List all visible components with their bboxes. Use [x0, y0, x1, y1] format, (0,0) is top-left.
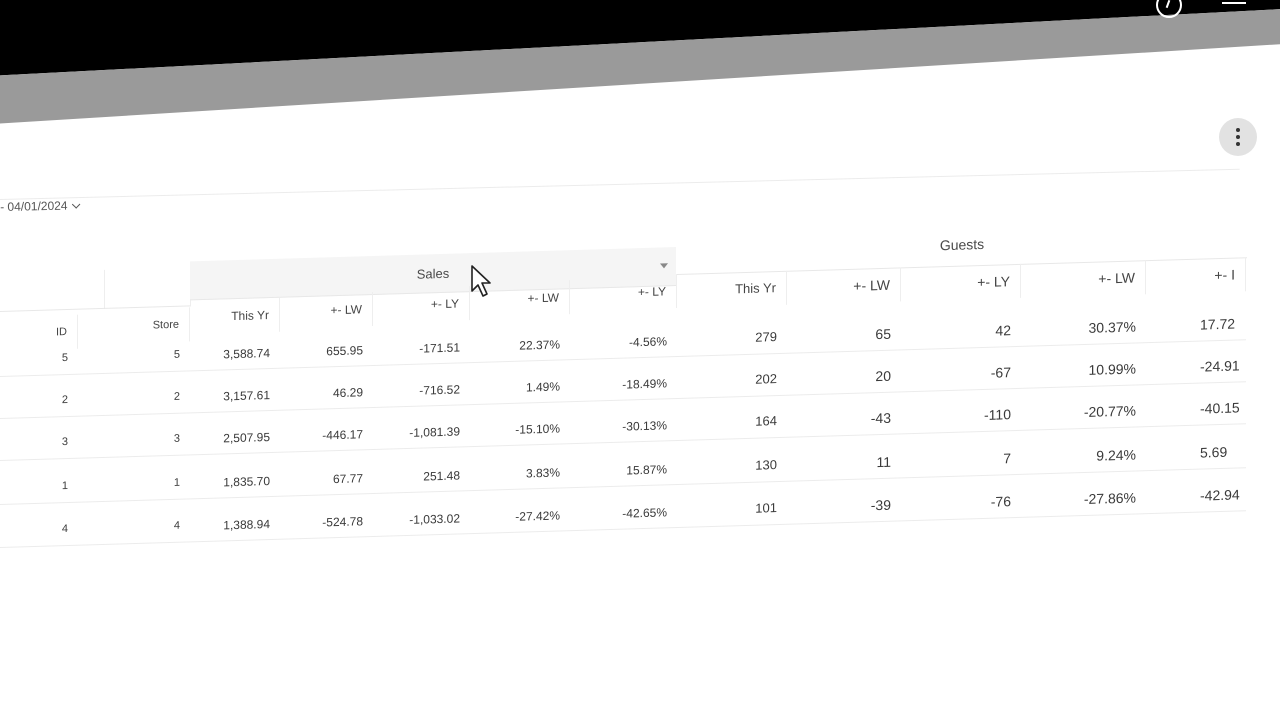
table-cell-col-guests-lw: 20	[875, 367, 891, 385]
table-cell-col-sales-lw: -524.78	[322, 514, 363, 530]
column-header-col-sales-this-yr[interactable]: This Yr	[190, 297, 280, 335]
table-cell-col-store: 4	[173, 519, 180, 532]
table-cell-col-store: 1	[173, 476, 180, 489]
table-cell-col-sales-ly: -716.52	[419, 382, 460, 398]
table-cell-col-guests-lw: -39	[870, 496, 891, 514]
table-cell-col-sales-lw-pct: -15.10%	[515, 421, 560, 437]
table-cell-col-guests-ly: -76	[990, 493, 1011, 510]
table-cell-col-sales-ly-pct: -30.13%	[622, 418, 667, 434]
table-cell-col-guests-lw-pct: -27.86%	[1083, 489, 1136, 508]
table-cell-col-guests-lw: 65	[875, 325, 891, 343]
table-cell-col-guests-this-yr: 279	[755, 329, 777, 345]
column-header-col-guests-this-yr[interactable]: This Yr	[677, 270, 787, 309]
table-cell-col-sales-ly: -1,081.39	[409, 424, 460, 440]
column-header-col-id[interactable]: ID	[0, 314, 78, 351]
group-header-blank	[104, 267, 191, 309]
menu-icon[interactable]	[1222, 0, 1246, 4]
table-cell-col-guests-this-yr: 202	[755, 371, 777, 387]
table-cell-col-guests-ly: -110	[984, 406, 1011, 423]
table-cell-col-id: 4	[61, 522, 68, 536]
table-cell-col-store: 5	[173, 348, 180, 361]
table-cell-col-sales-ly-pct: -4.56%	[628, 334, 667, 350]
table-cell-col-guests-this-yr: 130	[755, 457, 777, 473]
table-cell-col-sales-lw-pct: -27.42%	[515, 508, 560, 524]
table-cell-col-sales-ly: -1,033.02	[409, 511, 460, 527]
column-header-col-guests-ly[interactable]: +- LY	[901, 263, 1021, 302]
help-circle-icon[interactable]	[1156, 0, 1182, 18]
table-cell-col-sales-ly-pct: -42.65%	[622, 505, 667, 521]
table-cell-col-guests-this-yr: 101	[755, 500, 777, 516]
table-cell-col-guests-ly: 42	[995, 322, 1011, 339]
group-header-blank	[0, 269, 105, 312]
table-cell-col-guests-lw-pct: -20.77%	[1083, 402, 1136, 421]
table-cell-col-sales-this-yr: 3,588.74	[223, 346, 270, 362]
table-cell-col-guests-lw: 11	[876, 453, 891, 471]
more-options-button[interactable]	[1219, 118, 1257, 156]
table-cell-col-guests-ly-pct: 5.69	[1200, 443, 1228, 461]
table-cell-col-id: 1	[61, 479, 68, 493]
column-header-col-sales-ly-pct[interactable]: +- LY	[570, 274, 677, 312]
table-cell-col-sales-ly: 251.48	[423, 468, 460, 484]
column-header-col-guests-ly-pct[interactable]: +- I	[1146, 257, 1246, 295]
table-cell-col-sales-this-yr: 1,388.94	[223, 517, 270, 533]
table-cell-col-guests-lw: -43	[870, 409, 891, 427]
table-cell-col-sales-lw: 67.77	[332, 471, 363, 487]
table-cell-col-id: 3	[61, 435, 68, 449]
column-header-col-sales-lw[interactable]: +- LW	[280, 291, 373, 329]
table-cell-col-guests-lw-pct: 9.24%	[1096, 446, 1136, 464]
table-cell-col-store: 2	[173, 390, 180, 403]
table-cell-col-sales-this-yr: 1,835.70	[223, 474, 270, 490]
table-cell-col-id: 2	[61, 393, 68, 407]
table-cell-col-sales-lw: 46.29	[332, 385, 363, 401]
more-vertical-icon	[1236, 128, 1240, 132]
table-cell-col-sales-ly-pct: -18.49%	[622, 376, 667, 392]
table-cell-col-sales-ly-pct: 15.87%	[626, 462, 667, 478]
table-cell-col-guests-ly-pct: 17.72	[1200, 315, 1236, 333]
group-header-sales-label: Sales	[416, 265, 450, 282]
table-cell-col-sales-ly: -171.51	[419, 340, 460, 356]
table-cell-col-store: 3	[173, 432, 180, 445]
sort-caret-icon[interactable]	[660, 263, 668, 269]
column-header-col-guests-lw-pct[interactable]: +- LW	[1021, 260, 1146, 298]
table-cell-col-guests-ly: 7	[1003, 450, 1011, 467]
table-cell-col-sales-this-yr: 3,157.61	[223, 388, 270, 404]
table-cell-col-guests-ly-pct: -24.91	[1200, 357, 1240, 375]
table-cell-col-id: 5	[61, 351, 68, 365]
column-header-col-store[interactable]: Store	[78, 307, 190, 345]
table-cell-col-sales-lw: -446.17	[322, 427, 363, 443]
column-header-col-guests-lw[interactable]: +- LW	[787, 267, 901, 305]
table-cell-col-sales-lw-pct: 1.49%	[525, 379, 560, 395]
table-cell-col-guests-ly: -67	[990, 364, 1011, 381]
table-cell-col-guests-lw-pct: 10.99%	[1088, 360, 1136, 378]
table-cell-col-guests-lw-pct: 30.37%	[1088, 318, 1136, 336]
table-cell-col-sales-lw: 655.95	[326, 343, 363, 359]
mouse-pointer-icon	[471, 265, 491, 297]
table-cell-col-guests-this-yr: 164	[755, 413, 777, 429]
table-cell-col-guests-ly-pct: -42.94	[1200, 486, 1240, 504]
table-cell-col-sales-this-yr: 2,507.95	[223, 430, 270, 446]
table-cell-col-sales-lw-pct: 22.37%	[519, 337, 560, 353]
column-header-col-sales-ly[interactable]: +- LY	[373, 286, 470, 323]
table-cell-col-guests-ly-pct: -40.15	[1200, 399, 1240, 417]
table-cell-col-sales-lw-pct: 3.83%	[525, 465, 560, 481]
group-header-guests-label: Guests	[939, 235, 985, 254]
